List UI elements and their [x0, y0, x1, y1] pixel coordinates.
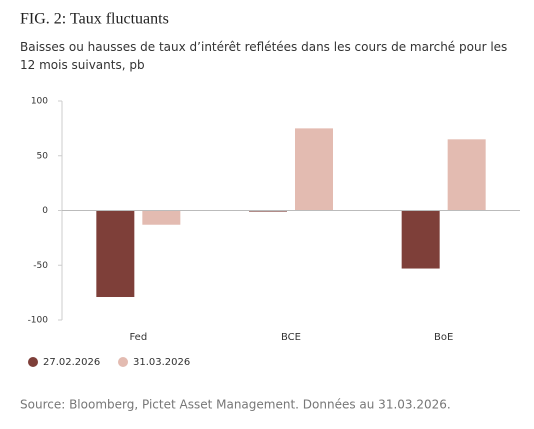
bar: [96, 210, 135, 298]
y-tick-label: 50: [37, 151, 49, 161]
x-tick-label: Fed: [129, 332, 147, 343]
x-tick-label: BCE: [281, 332, 301, 343]
legend-swatch: [28, 357, 38, 367]
legend-label: 31.03.2026: [133, 357, 190, 368]
bar: [295, 128, 333, 211]
bar: [447, 139, 486, 211]
y-tick-label: -50: [33, 261, 48, 271]
y-tick-label: 100: [31, 97, 48, 107]
subtitle-box: Baisses ou hausses de taux d’intérêt ref…: [20, 40, 508, 72]
y-tick-label: 0: [42, 206, 48, 216]
bar: [142, 210, 181, 225]
bar: [401, 210, 440, 269]
x-tick-label: BoE: [434, 332, 453, 343]
y-tick-label: -100: [28, 316, 49, 326]
legend-label: 27.02.2026: [43, 357, 100, 368]
bar: [249, 210, 287, 212]
chart-title: FIG. 2: Taux fluctuants: [20, 11, 169, 28]
source-note: Source: Bloomberg, Pictet Asset Manageme…: [20, 398, 451, 412]
legend-swatch: [118, 357, 128, 367]
chart-subtitle: Baisses ou hausses de taux d’intérêt ref…: [20, 40, 508, 72]
